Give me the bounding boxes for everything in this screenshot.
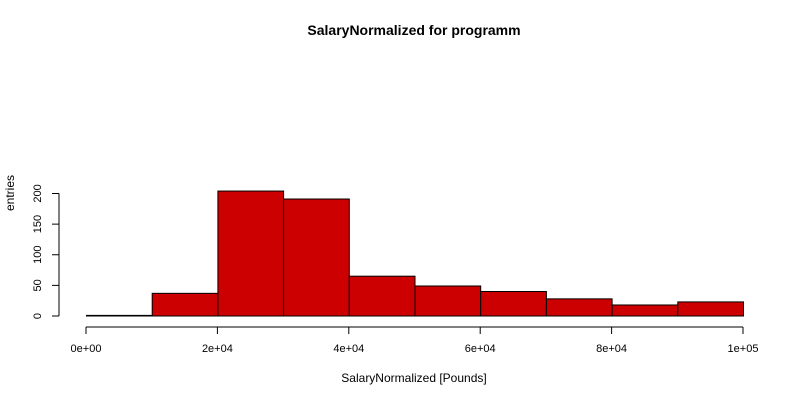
chart-title: SalaryNormalized for programm [307,22,520,38]
bars-group [86,190,744,317]
histogram-bar [217,190,285,317]
histogram-bar [480,291,547,317]
x-tick-label: 4e+04 [333,343,364,355]
histogram-bar [611,304,679,317]
y-axis: 0 50 100 150 200 [32,184,60,319]
histogram-bar [677,301,744,317]
histogram-bar [545,298,613,317]
y-axis-label: entries [3,175,17,211]
x-tick-label: 2e+04 [202,343,233,355]
y-tick-label: 0 [32,313,44,319]
y-tick-label: 200 [32,184,44,202]
histogram-bar [86,314,153,317]
histogram-bar [348,275,416,317]
y-tick-label: 50 [32,279,44,291]
histogram-bar [414,285,482,317]
x-tick-label: 1e+05 [728,343,759,355]
y-tick-label: 150 [32,215,44,233]
x-tick-label: 8e+04 [596,343,627,355]
x-axis: 0e+00 2e+04 4e+04 6e+04 8e+04 1e+05 [71,326,759,355]
y-tick-label: 100 [32,246,44,264]
x-tick-label: 6e+04 [465,343,496,355]
histogram-bar [151,292,219,317]
x-axis-label: SalaryNormalized [Pounds] [341,371,486,385]
histogram-bar [283,198,350,317]
x-tick-label: 0e+00 [71,343,102,355]
